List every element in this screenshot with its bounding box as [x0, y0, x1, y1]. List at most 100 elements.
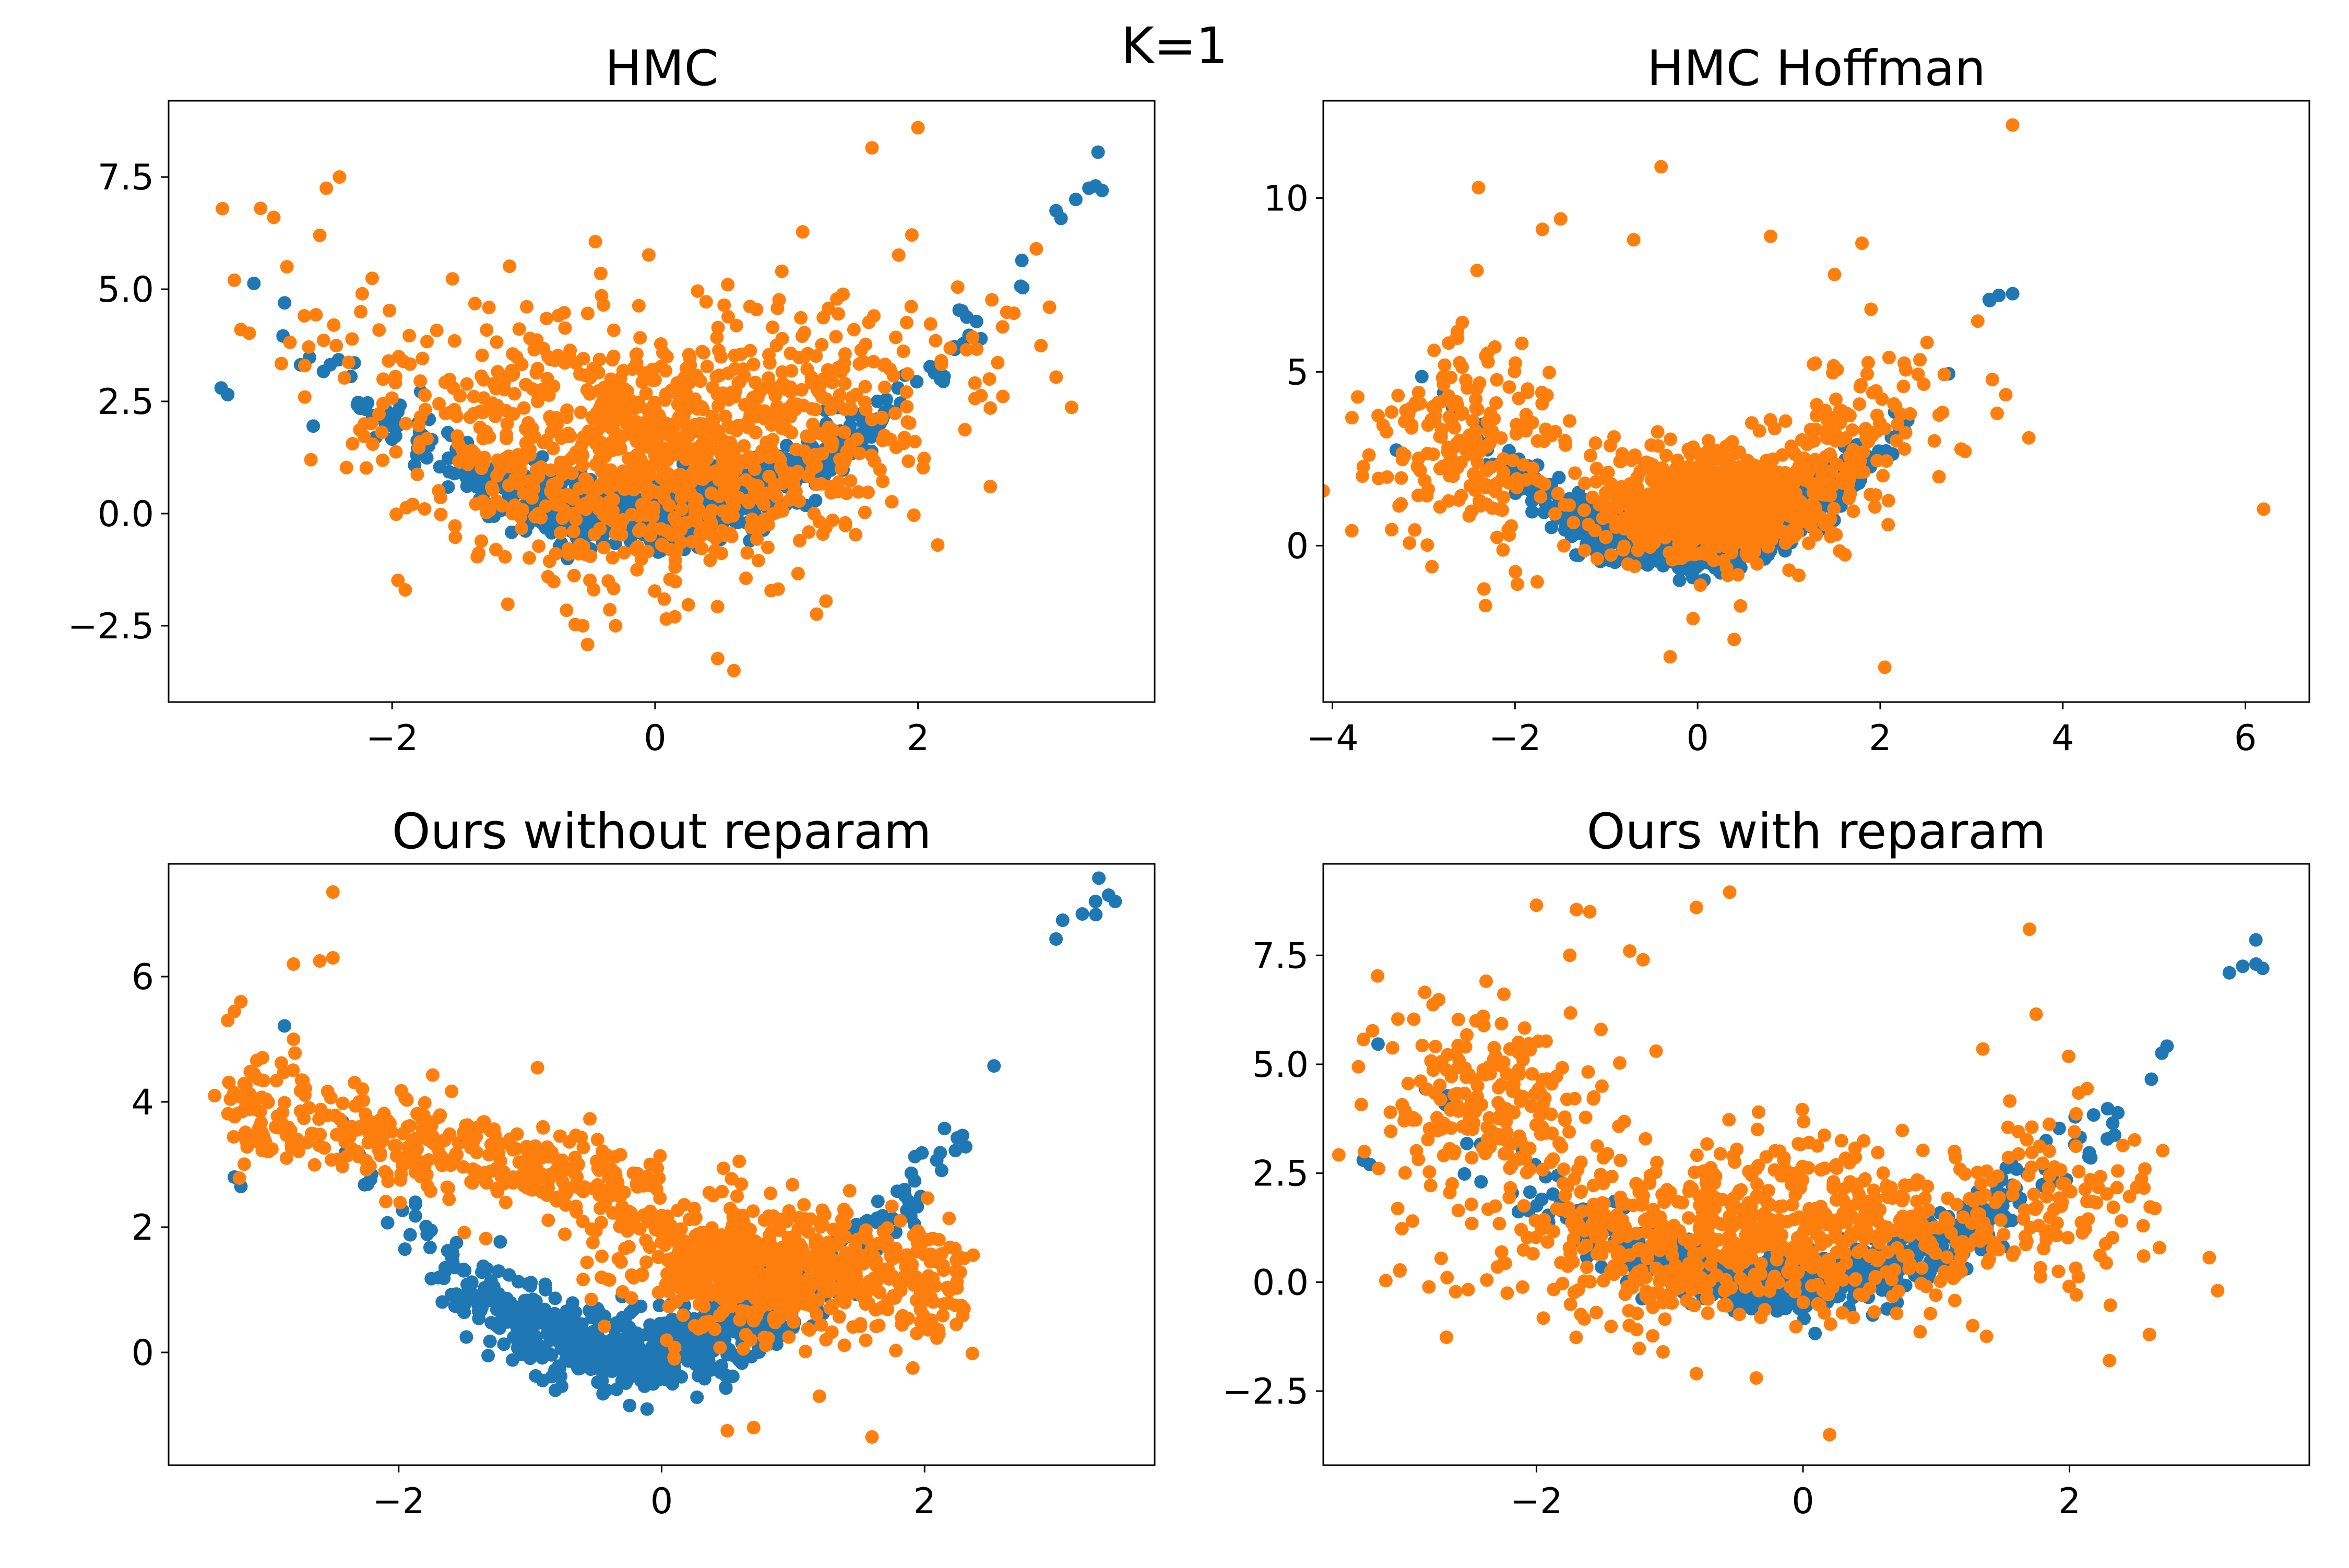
data-point: [539, 500, 553, 513]
data-point: [798, 350, 811, 363]
data-point: [445, 1288, 458, 1301]
data-point: [601, 386, 614, 400]
data-point: [935, 1163, 948, 1177]
data-point: [838, 1338, 851, 1352]
data-point: [987, 1059, 1001, 1073]
data-point: [1372, 472, 1385, 485]
data-point: [404, 1228, 417, 1242]
data-point: [329, 339, 343, 352]
data-point: [1936, 406, 1949, 419]
data-point: [472, 453, 485, 466]
data-point: [1092, 146, 1105, 159]
data-point: [1408, 523, 1421, 537]
data-point: [695, 438, 708, 452]
data-point: [398, 583, 412, 597]
data-point: [587, 583, 600, 597]
data-point: [701, 360, 714, 373]
data-point: [453, 389, 467, 402]
data-point: [474, 370, 488, 383]
data-point: [383, 304, 396, 317]
data-point: [958, 423, 972, 436]
data-point: [1840, 407, 1854, 420]
data-point: [409, 1209, 422, 1223]
data-point: [647, 501, 660, 514]
data-point: [416, 352, 429, 365]
data-point: [1853, 397, 1866, 411]
data-point: [589, 235, 602, 248]
data-point: [796, 225, 810, 239]
x-tick-label: −2: [1489, 718, 1541, 759]
data-point: [499, 550, 512, 564]
data-point: [462, 478, 476, 492]
data-point: [545, 1370, 559, 1384]
data-point: [1617, 540, 1631, 553]
data-point: [459, 1331, 473, 1344]
data-point: [738, 398, 752, 412]
data-point: [1543, 366, 1556, 379]
data-point: [540, 312, 553, 325]
data-point: [778, 420, 791, 433]
data-point: [399, 417, 413, 431]
data-point: [280, 1151, 293, 1165]
data-point: [775, 461, 788, 475]
data-point: [1652, 439, 1665, 453]
data-point: [951, 280, 965, 294]
data-point: [905, 300, 918, 313]
data-point: [691, 284, 704, 298]
data-point: [543, 410, 556, 424]
data-point: [1854, 380, 1867, 394]
data-point: [582, 424, 596, 438]
data-point: [1804, 515, 1817, 529]
data-point: [679, 453, 693, 466]
data-point: [1882, 494, 1895, 507]
data-point: [1684, 447, 1698, 461]
data-point: [355, 287, 369, 301]
data-point: [1000, 305, 1014, 319]
data-point: [321, 1085, 335, 1098]
data-point: [1377, 419, 1390, 432]
data-point: [531, 362, 544, 375]
data-point: [897, 345, 910, 358]
y-tick-label: 5: [1286, 352, 1309, 393]
data-point: [604, 1346, 618, 1360]
data-point: [915, 1146, 929, 1160]
data-point: [418, 388, 432, 402]
data-point: [554, 526, 567, 540]
data-point: [581, 307, 595, 320]
data-point: [385, 391, 399, 405]
points-group: [1316, 118, 2271, 674]
data-point: [942, 1296, 956, 1310]
data-point: [1395, 471, 1408, 485]
data-point: [1636, 504, 1650, 517]
data-point: [525, 1333, 538, 1346]
data-point: [442, 1193, 456, 1206]
data-point: [1782, 468, 1796, 481]
data-point: [392, 350, 406, 363]
data-point: [1734, 599, 1747, 613]
data-point: [859, 338, 872, 351]
data-point: [389, 376, 402, 389]
data-point: [632, 396, 645, 409]
data-point: [838, 516, 852, 530]
data-point: [1015, 254, 1029, 267]
data-point: [528, 430, 541, 444]
data-point: [1604, 548, 1618, 562]
data-point: [513, 322, 526, 336]
data-point: [539, 1278, 552, 1291]
data-point: [942, 1211, 956, 1225]
data-point: [278, 296, 291, 310]
data-point: [1490, 373, 1504, 387]
data-point: [515, 358, 529, 371]
data-point: [640, 1368, 654, 1381]
data-point: [885, 1199, 899, 1213]
data-point: [1628, 487, 1642, 501]
data-point: [306, 419, 320, 433]
data-point: [576, 1326, 589, 1339]
data-point: [630, 347, 644, 361]
data-point: [943, 341, 957, 355]
data-point: [682, 348, 696, 362]
data-point: [1723, 457, 1737, 471]
data-point: [648, 584, 661, 598]
data-point: [1537, 434, 1551, 448]
data-point: [1882, 351, 1896, 364]
